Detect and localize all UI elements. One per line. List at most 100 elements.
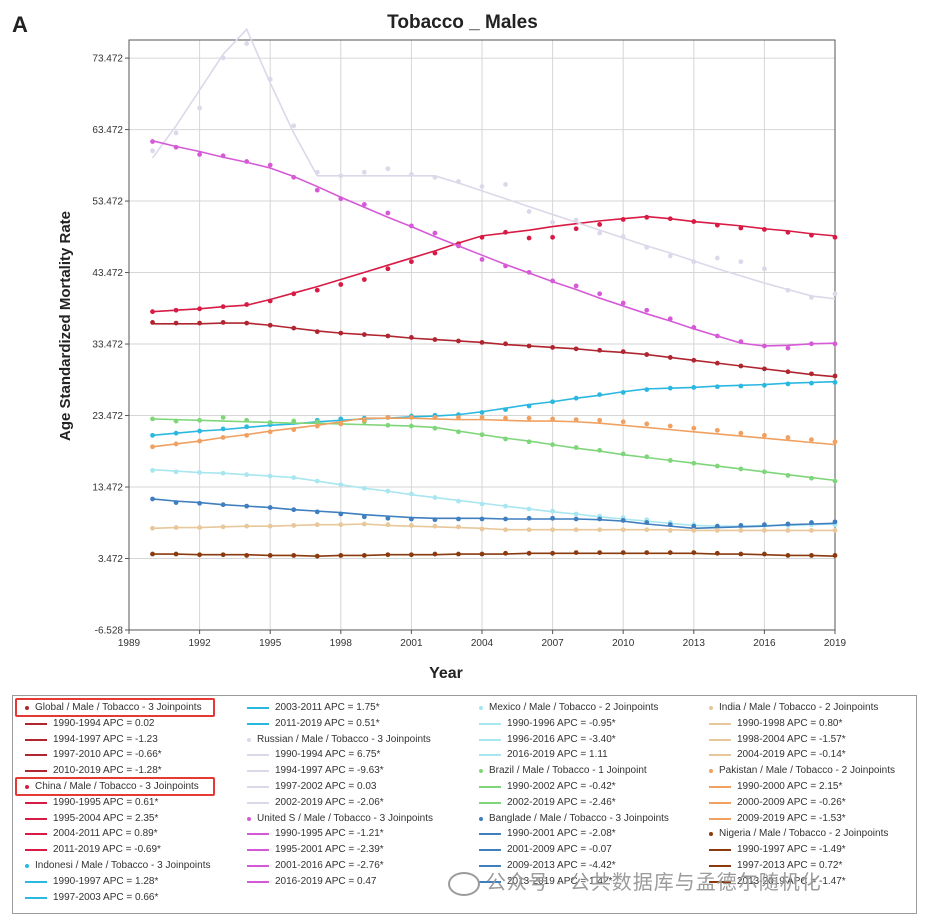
x-tick-label: 1998: [330, 638, 353, 649]
data-point-us: [479, 257, 485, 262]
data-point-indonesia: [173, 430, 179, 436]
data-point-us: [409, 223, 414, 229]
data-point-russia: [432, 174, 438, 180]
series-line-global: [152, 322, 836, 378]
data-point-nigeria: [291, 553, 297, 558]
data-point-india: [361, 521, 367, 527]
legend-line-swatch: [25, 770, 47, 773]
data-point-china: [738, 225, 744, 231]
legend-line-swatch: [247, 707, 269, 709]
data-point-russia: [503, 182, 508, 187]
data-point-india: [714, 528, 720, 533]
legend-label: 2011-2019 APC = -0.69*: [53, 844, 161, 856]
data-point-pakistan: [338, 421, 344, 427]
legend-label: 1990-2000 APC = 2.15*: [737, 781, 843, 792]
legend-label: 2002-2019 APC = -2.46*: [507, 796, 616, 808]
data-point-global: [809, 371, 814, 377]
data-point-global: [573, 346, 579, 352]
data-point-russia: [832, 291, 838, 297]
data-point-us: [644, 307, 650, 313]
data-point-brazil: [503, 436, 508, 442]
data-point-russia: [314, 169, 320, 175]
data-point-russia: [785, 287, 791, 293]
data-point-us: [526, 269, 532, 275]
data-point-russia: [173, 130, 179, 136]
series-line-us: [152, 140, 836, 347]
data-point-china: [244, 302, 250, 307]
data-point-pakistan: [832, 439, 838, 445]
data-point-indonesia: [597, 392, 603, 397]
data-point-brazil: [785, 472, 791, 478]
legend-line-swatch: [479, 754, 501, 757]
data-point-russia: [573, 217, 579, 223]
data-point-us: [714, 333, 720, 339]
data-point-bangladesh: [503, 516, 508, 522]
data-point-global: [691, 357, 697, 363]
legend-marker: [479, 706, 483, 710]
data-point-india: [667, 528, 673, 533]
data-point-china: [526, 235, 532, 241]
data-point-pakistan: [714, 427, 720, 433]
data-point-china: [197, 306, 203, 312]
data-point-china: [503, 229, 508, 235]
data-point-global: [667, 355, 673, 360]
axes: -6.528 3.472 13.472 23.472 33.472 43.472 53.47…: [92, 39, 847, 649]
data-point-global: [150, 319, 155, 325]
data-point-pakistan: [267, 429, 273, 435]
data-point-india: [809, 528, 814, 533]
series-line-brazil: [152, 418, 836, 482]
data-point-us: [738, 339, 744, 345]
data-point-mexico: [338, 482, 344, 488]
data-point-indonesia: [667, 385, 673, 391]
data-point-global: [267, 322, 273, 328]
x-tick-label: 1992: [188, 638, 211, 649]
data-point-mexico: [150, 467, 155, 473]
data-point-indonesia: [738, 383, 744, 389]
legend-line-swatch: [25, 722, 47, 725]
data-point-global: [550, 345, 555, 350]
data-point-global: [291, 325, 297, 331]
legend-line-swatch: [709, 880, 731, 883]
series-nigeria: [150, 550, 838, 559]
data-point-brazil: [409, 423, 414, 429]
data-point-us: [197, 151, 203, 157]
data-point-india: [597, 527, 603, 533]
data-point-us: [620, 300, 626, 306]
data-point-china: [361, 277, 367, 282]
data-point-china: [762, 227, 767, 232]
data-point-brazil: [385, 422, 391, 428]
data-point-india: [738, 528, 744, 533]
data-point-pakistan: [785, 435, 791, 440]
legend-label: 1997-2013 APC = 0.72*: [737, 860, 843, 871]
data-point-indonesia: [762, 382, 767, 388]
data-point-bangladesh: [267, 505, 273, 510]
data-point-brazil: [644, 454, 650, 460]
data-point-nigeria: [762, 551, 767, 557]
legend-label: 1998-2004 APC = -1.57*: [737, 733, 846, 745]
data-point-india: [291, 523, 297, 528]
data-point-india: [550, 527, 555, 533]
series-india: [150, 521, 838, 533]
data-point-brazil: [550, 442, 555, 448]
data-point-global: [197, 320, 203, 326]
legend-highlight-box: [15, 777, 215, 796]
series-global: [150, 319, 838, 379]
data-point-russia: [150, 148, 155, 154]
legend-label: 2004-2011 APC = 0.89*: [53, 828, 158, 840]
data-point-nigeria: [550, 550, 555, 556]
legend-line-swatch: [25, 754, 47, 757]
legend-line-swatch: [709, 849, 731, 852]
data-point-pakistan: [762, 432, 767, 438]
legend-label: 1990-1998 APC = 0.80*: [737, 717, 843, 729]
data-point-bangladesh: [762, 522, 767, 528]
legend-line-swatch: [25, 738, 47, 741]
data-point-indonesia: [220, 426, 226, 432]
data-point-brazil: [432, 425, 438, 431]
data-point-global: [832, 373, 838, 379]
data-point-russia: [361, 169, 367, 175]
x-tick-label: 2010: [612, 638, 635, 649]
data-point-india: [385, 522, 391, 528]
data-point-nigeria: [267, 553, 273, 558]
data-point-china: [220, 304, 226, 310]
data-point-russia: [526, 209, 532, 214]
